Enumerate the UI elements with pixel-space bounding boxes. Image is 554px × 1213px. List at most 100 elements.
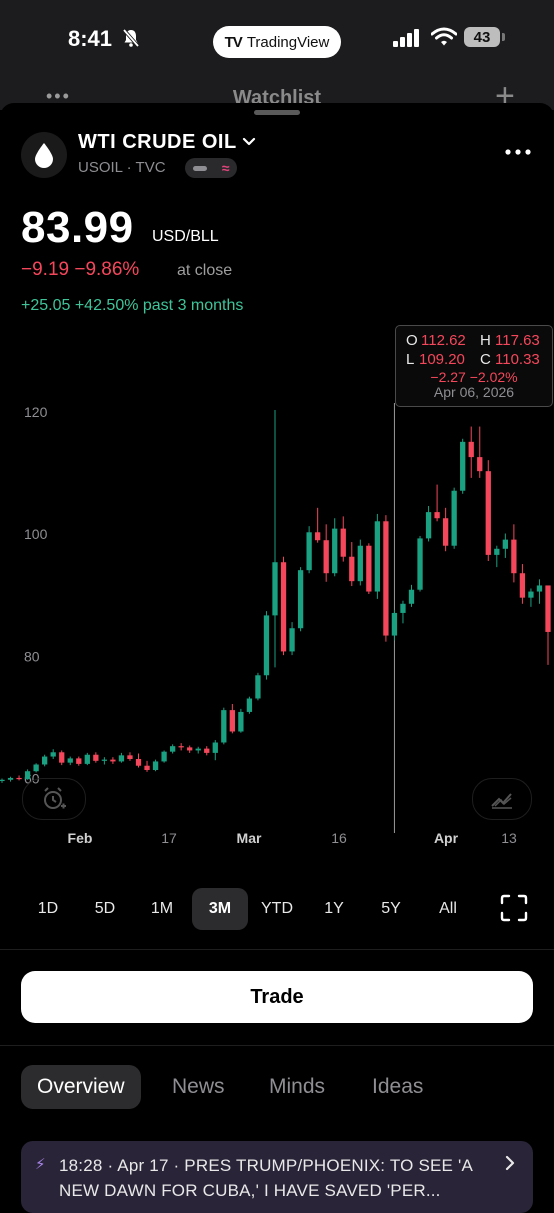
candle-body — [0, 779, 5, 781]
x-tick-label: 16 — [331, 830, 347, 846]
bell-muted-icon — [122, 28, 140, 48]
battery-icon: 43 — [464, 27, 500, 47]
tab-news[interactable]: News — [172, 1075, 225, 1098]
y-tick-label: 80 — [24, 648, 40, 664]
battery-nub — [502, 33, 505, 41]
candle-body — [400, 603, 406, 613]
candle-body — [323, 540, 329, 574]
range-selector: 1D 5D 1M 3M YTD 1Y 5Y All — [0, 888, 554, 930]
candle-body — [118, 755, 125, 762]
candle-body — [16, 777, 22, 780]
symbol-name[interactable]: WTI CRUDE OIL — [78, 131, 237, 153]
x-tick-label: 13 — [501, 830, 517, 846]
candle-body — [485, 471, 491, 555]
high-value: 117.63 — [495, 332, 540, 349]
trade-button[interactable]: Trade — [21, 971, 533, 1023]
candle-body — [332, 528, 338, 574]
tab-minds[interactable]: Minds — [269, 1075, 326, 1098]
candle-body — [315, 532, 321, 541]
price-unit: USD/BLL — [152, 228, 219, 245]
high-label: H — [480, 332, 491, 349]
range-1m[interactable]: 1M — [150, 900, 174, 917]
tradingview-pill-label: TradingView — [246, 33, 330, 51]
candle-body — [84, 754, 90, 764]
watchlist-more-icon[interactable]: ••• — [46, 86, 71, 106]
candle-body — [494, 548, 500, 555]
add-alert-button[interactable] — [22, 778, 86, 820]
candle-body — [7, 777, 14, 780]
range-ytd[interactable]: YTD — [261, 900, 293, 917]
candle-body — [212, 742, 218, 753]
tradingview-pill[interactable]: TV TradingView — [213, 26, 341, 58]
tab-ideas[interactable]: Ideas — [372, 1075, 424, 1098]
chart-type-button[interactable] — [472, 778, 532, 820]
divider — [0, 1045, 554, 1046]
range-5d[interactable]: 5D — [94, 900, 116, 917]
candle-body — [144, 765, 150, 770]
candle-body — [545, 585, 551, 632]
news-card[interactable]: ⚡ 18:28 · Apr 17 · PRES TRUMP/PHOENIX: T… — [21, 1141, 533, 1213]
wifi-icon — [431, 27, 457, 46]
more-options-icon[interactable] — [505, 149, 531, 155]
candle-body — [434, 512, 440, 519]
range-1y[interactable]: 1Y — [324, 900, 344, 917]
tooltip-change: −2.27 −2.02% — [430, 369, 518, 385]
last-price: 83.99 — [21, 203, 134, 252]
approx-badge-icon: ≈ — [221, 160, 230, 176]
x-tick-label: Feb — [68, 830, 93, 846]
candle-body — [502, 539, 508, 549]
change-note: at close — [177, 262, 233, 279]
candle-body — [238, 711, 244, 732]
alarm-clock-plus-icon — [44, 787, 66, 809]
news-headline: 18:28 · Apr 17 · PRES TRUMP/PHOENIX: TO … — [59, 1156, 473, 1200]
range-all[interactable]: All — [439, 900, 457, 917]
symbol-exchange: TVC — [135, 159, 166, 176]
symbol-ticker-line: USOIL · TVC — [78, 159, 166, 176]
candle-body — [357, 545, 363, 582]
chart-type-icon — [491, 793, 512, 809]
x-tick-label: Mar — [237, 830, 262, 846]
candle-body — [528, 591, 534, 598]
candle-body — [42, 756, 48, 765]
candle-body — [263, 615, 270, 676]
candle-body — [187, 747, 193, 751]
candle-body — [229, 710, 235, 732]
candle-body — [67, 758, 73, 763]
candle-body — [519, 573, 526, 598]
x-tick-label: 17 — [161, 830, 177, 846]
chevron-down-icon[interactable] — [242, 137, 256, 147]
candle-body — [59, 752, 65, 763]
market-closed-badge-icon — [192, 165, 207, 171]
y-tick-label: 100 — [24, 526, 48, 542]
status-time: 8:41 — [68, 26, 113, 51]
range-3m[interactable]: 3M — [192, 888, 248, 930]
candle-body — [417, 538, 423, 590]
sheet-grabber[interactable] — [254, 110, 300, 115]
candle-body — [408, 589, 415, 604]
tab-overview[interactable]: Overview — [21, 1065, 141, 1109]
fullscreen-icon[interactable] — [500, 894, 528, 922]
chevron-right-icon — [505, 1155, 515, 1171]
candle-body — [127, 755, 133, 759]
candle-body — [135, 759, 142, 766]
candle-body — [349, 556, 355, 582]
candle-body — [110, 759, 116, 762]
candle-body — [33, 764, 39, 772]
open-value: 112.62 — [421, 332, 466, 349]
candle-body — [366, 545, 372, 592]
symbol-sheet: WTI CRUDE OIL USOIL · TVC ≈ 83.99 USD/BL… — [0, 103, 554, 1213]
candle-body — [383, 521, 389, 636]
y-tick-label: 120 — [24, 404, 48, 420]
candle-body — [195, 748, 201, 751]
candle-body — [255, 675, 261, 699]
candle-body — [204, 748, 210, 753]
candle-body — [161, 751, 167, 762]
candle-body — [93, 754, 99, 761]
tradingview-logo-icon: TV — [224, 33, 243, 51]
candle-body — [391, 612, 398, 636]
range-5y[interactable]: 5Y — [381, 900, 401, 917]
range-1d[interactable]: 1D — [37, 900, 59, 917]
candle-body — [460, 441, 466, 491]
symbol-badges[interactable]: ≈ — [185, 158, 237, 178]
